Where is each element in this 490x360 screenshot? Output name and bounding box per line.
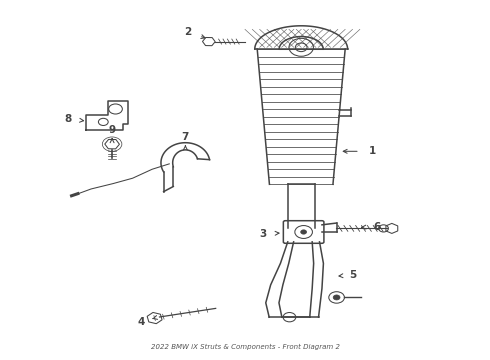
Text: 4: 4 (138, 317, 145, 327)
Text: 5: 5 (349, 270, 356, 280)
Text: 8: 8 (65, 114, 72, 124)
Text: 2022 BMW iX Struts & Components - Front Diagram 2: 2022 BMW iX Struts & Components - Front … (150, 344, 340, 350)
Text: 9: 9 (109, 125, 116, 135)
Text: 3: 3 (259, 229, 267, 239)
Text: 7: 7 (182, 132, 189, 142)
Circle shape (333, 295, 340, 300)
Text: 6: 6 (373, 222, 381, 231)
Text: 2: 2 (184, 27, 192, 37)
Text: 1: 1 (368, 146, 376, 156)
Circle shape (301, 230, 307, 234)
